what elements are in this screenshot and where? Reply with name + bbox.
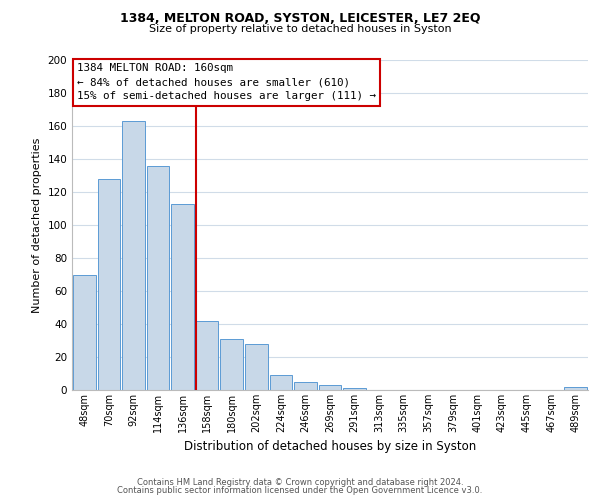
Bar	[294, 382, 317, 390]
Text: Size of property relative to detached houses in Syston: Size of property relative to detached ho…	[149, 24, 451, 34]
Bar	[171, 204, 194, 390]
Y-axis label: Number of detached properties: Number of detached properties	[32, 138, 42, 312]
Text: Contains public sector information licensed under the Open Government Licence v3: Contains public sector information licen…	[118, 486, 482, 495]
Bar	[146, 166, 169, 390]
Bar	[196, 320, 218, 390]
Bar	[269, 375, 292, 390]
Text: 1384, MELTON ROAD, SYSTON, LEICESTER, LE7 2EQ: 1384, MELTON ROAD, SYSTON, LEICESTER, LE…	[120, 12, 480, 26]
Bar	[343, 388, 366, 390]
Bar	[565, 386, 587, 390]
Bar	[73, 274, 95, 390]
Bar	[122, 121, 145, 390]
X-axis label: Distribution of detached houses by size in Syston: Distribution of detached houses by size …	[184, 440, 476, 454]
Bar	[220, 339, 243, 390]
Bar	[245, 344, 268, 390]
Bar	[319, 385, 341, 390]
Text: 1384 MELTON ROAD: 160sqm
← 84% of detached houses are smaller (610)
15% of semi-: 1384 MELTON ROAD: 160sqm ← 84% of detach…	[77, 64, 376, 102]
Text: Contains HM Land Registry data © Crown copyright and database right 2024.: Contains HM Land Registry data © Crown c…	[137, 478, 463, 487]
Bar	[98, 179, 120, 390]
